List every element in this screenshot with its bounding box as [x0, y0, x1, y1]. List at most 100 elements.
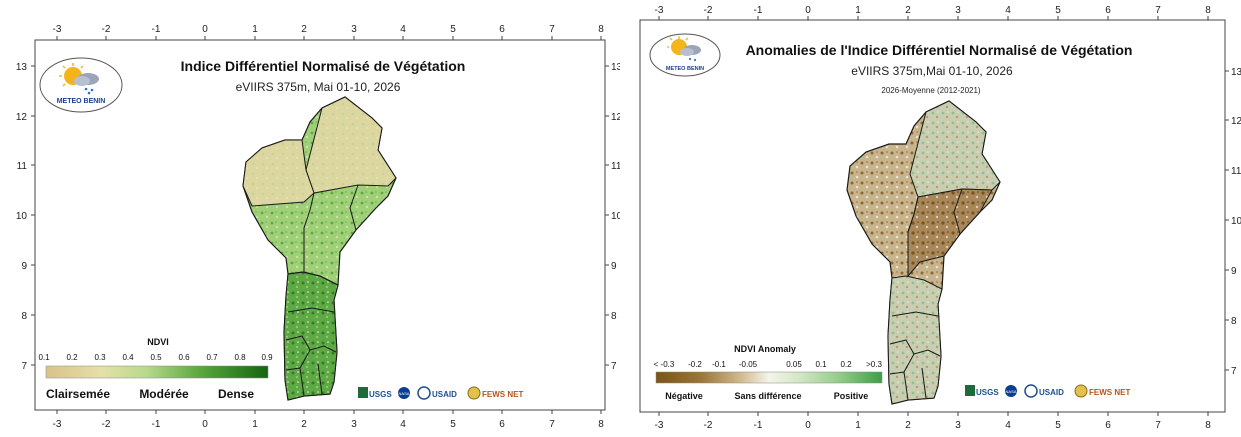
x-tick: 7 [1155, 5, 1161, 16]
y-tick: 11 [611, 161, 620, 172]
legend-tick: 0.6 [178, 353, 190, 362]
legend-tick: 0.1 [815, 360, 827, 369]
legend-tick: 0.2 [840, 360, 852, 369]
usaid-seal-icon [1024, 384, 1038, 398]
x-tick: -3 [53, 24, 62, 35]
y-tick: 8 [611, 311, 617, 322]
y-tick: 10 [611, 211, 620, 222]
legend-tick: 0.1 [38, 353, 50, 362]
legend-category: Modérée [139, 387, 189, 401]
legend-tick: < -0.3 [654, 360, 675, 369]
left-y-axis: 13 12 11 10 9 8 7 [16, 62, 35, 372]
x-tick: -2 [704, 420, 713, 431]
ndvi-legend: NDVI 0.1 0.2 0.3 0.4 0.5 0.6 0.7 0.8 0.9… [38, 337, 273, 401]
x-tick: 0 [805, 5, 811, 16]
partner-fewsnet: FEWS NET [1089, 388, 1130, 397]
x-tick: 5 [1055, 5, 1061, 16]
legend-category: Clairsemée [46, 387, 110, 401]
x-tick: 1 [252, 24, 258, 35]
legend-tick: 0.2 [66, 353, 78, 362]
x-tick: 2 [905, 5, 911, 16]
x-tick: 0 [805, 420, 811, 431]
x-tick: 6 [499, 419, 505, 430]
right-y-axis: 13 12 11 10 9 8 7 [605, 62, 623, 372]
x-tick: 6 [499, 24, 505, 35]
fewsnet-globe-icon [1074, 384, 1088, 398]
y-tick: 13 [1231, 67, 1241, 78]
top-x-axis: -3 -2 -1 0 1 2 3 4 5 6 7 8 [53, 24, 604, 40]
x-tick: 2 [301, 24, 307, 35]
legend-tick: >0.3 [866, 360, 882, 369]
x-tick: 4 [1005, 5, 1011, 16]
y-tick: 12 [16, 112, 28, 123]
legend-colorbar [45, 365, 269, 379]
legend-title: NDVI Anomaly [734, 344, 796, 354]
x-tick: 6 [1105, 420, 1111, 431]
map-sub-subtitle: 2026-Moyenne (2012-2021) [881, 86, 981, 95]
x-tick: 8 [1205, 5, 1211, 16]
meteo-benin-logo: METEO BENIN [649, 33, 721, 77]
nasa-icon [1005, 385, 1017, 397]
x-tick: -1 [754, 420, 763, 431]
benin-ndvi-map [242, 96, 397, 401]
y-tick: 10 [1231, 216, 1241, 227]
x-tick: 8 [598, 419, 604, 430]
x-tick: 2 [301, 419, 307, 430]
ndvi-map: -3 -2 -1 0 1 2 3 4 5 6 7 8 -3 -2 -1 0 1 … [16, 24, 623, 430]
x-tick: 5 [450, 24, 456, 35]
ndvi-anomaly-map: -3 -2 -1 0 1 2 3 4 5 6 7 8 -3 -2 -1 0 1 … [639, 5, 1241, 431]
legend-tick: 0.05 [786, 360, 802, 369]
partner-usaid: USAID [1039, 388, 1064, 397]
partner-fewsnet: FEWS NET [482, 390, 523, 399]
legend-tick: -0.1 [712, 360, 726, 369]
right-y-axis: 13 12 11 10 9 8 7 [1225, 67, 1241, 377]
legend-category: Sans différence [734, 391, 801, 401]
y-tick: 9 [611, 261, 617, 272]
legend-category: Négative [665, 391, 703, 401]
top-x-axis: -3 -2 -1 0 1 2 3 4 5 6 7 8 [655, 5, 1211, 20]
x-tick: -3 [655, 5, 664, 16]
y-tick: 7 [611, 361, 617, 372]
ndvi-map-panel: -3 -2 -1 0 1 2 3 4 5 6 7 8 -3 -2 -1 0 1 … [0, 0, 623, 432]
logo-text: METEO BENIN [666, 66, 704, 72]
y-tick: 12 [1231, 116, 1241, 127]
y-tick: 7 [1231, 366, 1237, 377]
partner-usgs: USGS [976, 388, 999, 397]
x-tick: 6 [1105, 5, 1111, 16]
meteo-benin-logo: METEO BENIN [39, 57, 123, 113]
y-tick: 10 [16, 211, 28, 222]
map-title: Indice Différentiel Normalisé de Végétat… [181, 58, 466, 74]
y-tick: 7 [21, 361, 27, 372]
y-tick: 11 [1231, 166, 1241, 177]
x-tick: 2 [905, 420, 911, 431]
legend-title: NDVI [147, 337, 169, 347]
partner-logos: USGS NASA USAID FEWS NET [358, 386, 523, 400]
legend-tick: 0.8 [234, 353, 246, 362]
y-tick: 8 [1231, 316, 1237, 327]
legend-tick: 0.5 [150, 353, 162, 362]
anomaly-legend: NDVI Anomaly < -0.3 -0.2 -0.1 -0.05 0.05… [654, 344, 883, 401]
x-tick: 8 [1205, 420, 1211, 431]
partner-usaid: USAID [432, 390, 457, 399]
fewsnet-globe-icon [467, 386, 481, 400]
y-tick: 8 [21, 311, 27, 322]
x-tick: 7 [549, 419, 555, 430]
ndvi-anomaly-map-panel: -3 -2 -1 0 1 2 3 4 5 6 7 8 -3 -2 -1 0 1 … [620, 0, 1241, 432]
x-tick: 0 [202, 419, 208, 430]
bottom-x-axis: -3 -2 -1 0 1 2 3 4 5 6 7 8 [53, 410, 604, 430]
usaid-seal-icon [417, 386, 431, 400]
y-tick: 12 [611, 112, 620, 123]
partner-logos: USGS NASA USAID FEWS NET [965, 384, 1130, 398]
x-tick: -1 [152, 24, 161, 35]
map-subtitle: eVIIRS 375m, Mai 01-10, 2026 [236, 80, 401, 94]
x-tick: 0 [202, 24, 208, 35]
x-tick: 8 [598, 24, 604, 35]
partner-nasa: NASA [1006, 389, 1017, 394]
x-tick: -2 [102, 24, 111, 35]
x-tick: 3 [955, 5, 961, 16]
x-tick: 7 [1155, 420, 1161, 431]
x-tick: 1 [855, 420, 861, 431]
legend-category: Positive [834, 391, 869, 401]
x-tick: -1 [754, 5, 763, 16]
x-tick: -2 [704, 5, 713, 16]
